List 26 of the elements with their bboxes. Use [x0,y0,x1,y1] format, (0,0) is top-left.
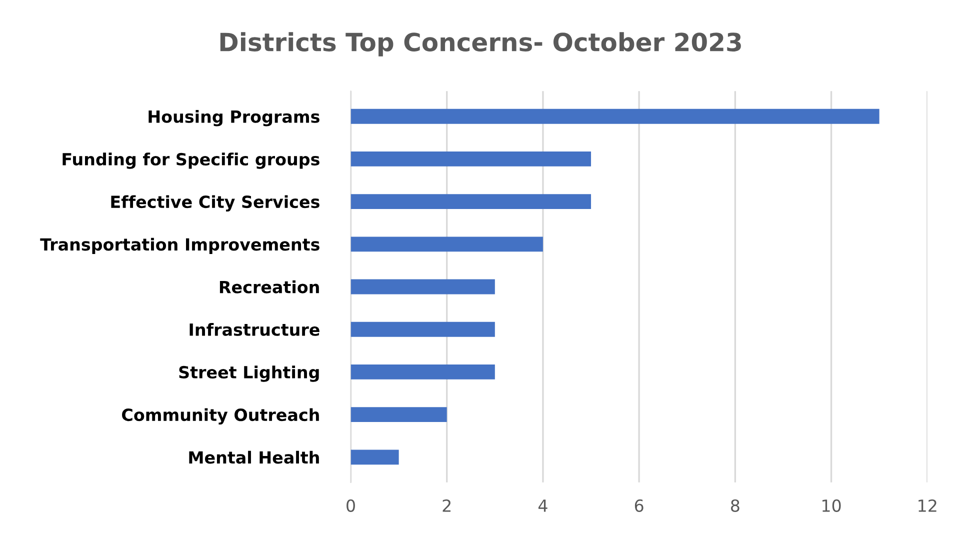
x-tick-label: 10 [822,499,841,512]
y-tick-label: Mental Health [189,450,319,464]
bar [350,194,592,210]
chart-title: Districts Top Concerns- October 2023 [220,32,741,56]
bar [350,108,880,124]
bar [350,279,495,294]
y-tick-label: Effective City Services [111,195,320,212]
x-tick-label: 4 [538,500,548,512]
x-tick-label: 2 [442,499,450,512]
bar [350,364,495,380]
y-tick-label: Recreation [220,280,319,294]
y-tick-label: Infrastructure [190,323,320,336]
y-tick-label: Transportation Improvements [40,238,320,254]
x-tick-label: 8 [730,499,740,512]
bar [350,322,495,337]
bar [350,236,543,252]
bar [350,407,447,422]
x-tick-label: 0 [346,499,355,512]
y-tick-label: Funding for Specific groups [62,152,320,169]
x-tick-label: 6 [634,499,644,512]
y-tick-label: Street Lighting [179,366,319,382]
y-tick-label: Community Outreach [122,408,319,424]
x-tick-label: 12 [918,499,936,512]
bar [350,152,592,166]
y-tick-label: Housing Programs [148,110,320,126]
bar [350,450,399,465]
